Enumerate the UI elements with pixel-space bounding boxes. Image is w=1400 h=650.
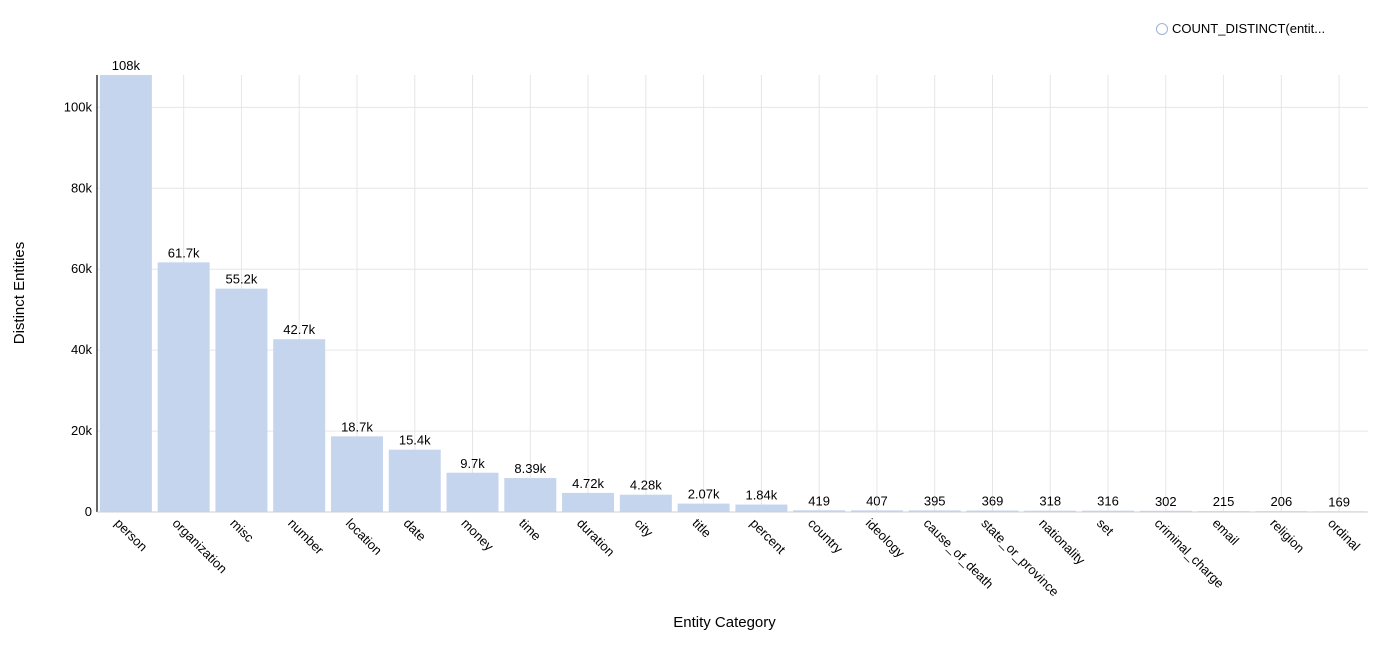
bar-value-label: 9.7k (460, 456, 485, 471)
bar (966, 510, 1019, 512)
bar-value-label: 42.7k (283, 322, 315, 337)
bar (157, 262, 210, 512)
x-tick-label: money (458, 516, 497, 555)
x-axis-title: Entity Category (673, 614, 776, 631)
y-tick-label: 20k (71, 423, 92, 438)
x-tick-label: percent (747, 516, 789, 558)
x-tick-label: city (632, 516, 657, 541)
x-tick-label: number (285, 516, 327, 558)
bar-value-label: 316 (1097, 494, 1119, 509)
bar-value-label: 61.7k (168, 245, 200, 260)
x-tick-label: misc (227, 516, 257, 546)
x-tick-label: ordinal (1325, 516, 1363, 554)
bar (793, 510, 846, 512)
bar (850, 510, 903, 512)
bar-value-label: 318 (1039, 494, 1061, 509)
bar-value-label: 169 (1328, 494, 1350, 509)
y-tick-label: 60k (71, 261, 92, 276)
bar (1024, 510, 1077, 512)
x-tick-label: duration (574, 516, 618, 560)
axes (96, 75, 1368, 513)
bar-value-label: 369 (982, 494, 1004, 509)
bar (735, 504, 788, 512)
bar (504, 478, 557, 512)
legend-swatch-icon (1156, 22, 1168, 35)
bar-value-label: 15.4k (399, 433, 431, 448)
x-tick-label: person (112, 516, 151, 555)
x-tick-label: country (805, 516, 846, 557)
bar (562, 492, 615, 512)
legend-label: COUNT_DISTINCT(entit... (1172, 21, 1326, 36)
bar-value-label: 8.39k (514, 461, 546, 476)
bar (99, 75, 152, 512)
bar-value-label: 215 (1213, 494, 1235, 509)
x-tick-label: set (1094, 516, 1117, 539)
x-tick-label: location (343, 516, 385, 558)
bar-value-label: 302 (1155, 494, 1177, 509)
bar (330, 436, 383, 512)
bar (908, 510, 961, 512)
bar-value-label: 206 (1270, 494, 1292, 509)
bar-value-label: 395 (924, 493, 946, 508)
legend[interactable]: COUNT_DISTINCT(entit... (1156, 21, 1325, 36)
y-tick-label: 0 (85, 504, 92, 519)
bar (388, 449, 441, 512)
bar (1082, 510, 1135, 512)
bar (677, 503, 730, 512)
x-tick-label: title (689, 516, 714, 541)
x-tick-label: time (516, 516, 544, 544)
x-tick-label: organization (170, 516, 231, 577)
bar-value-label: 2.07k (688, 487, 720, 502)
y-tick-label: 100k (64, 99, 93, 114)
bar-value-label: 18.7k (341, 419, 373, 434)
y-tick-label: 40k (71, 342, 92, 357)
x-tick-label: ideology (863, 516, 908, 561)
bar-value-label: 108k (112, 58, 141, 73)
bar-value-label: 55.2k (226, 272, 258, 287)
bar-value-label: 4.72k (572, 476, 604, 491)
y-axis-title: Distinct Entities (11, 242, 28, 345)
bar-value-label: 4.28k (630, 478, 662, 493)
labels: 0 20k 40k 60k 80k 100k 108k person 61.7k organiza… (11, 58, 1363, 631)
bars (99, 75, 1366, 512)
y-tick-label: 80k (71, 180, 92, 195)
x-tick-label: nationality (1036, 516, 1088, 568)
x-tick-label: email (1209, 516, 1242, 549)
bar (446, 472, 499, 512)
x-tick-label: date (401, 516, 430, 545)
bar (273, 339, 326, 512)
x-tick-label: religion (1267, 516, 1307, 556)
bar (1139, 510, 1192, 512)
bar-value-label: 1.84k (745, 488, 777, 503)
bar (619, 494, 672, 512)
bar-value-label: 419 (808, 493, 830, 508)
bar-value-label: 407 (866, 493, 888, 508)
bar (215, 288, 268, 512)
